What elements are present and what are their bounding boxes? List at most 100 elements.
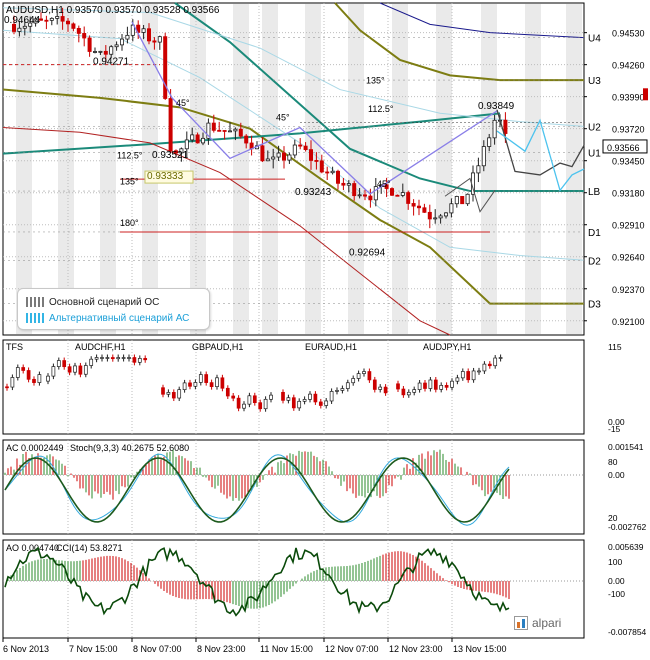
session-band-5: [233, 4, 249, 334]
legend-item-main: Основной сценарий ОС: [26, 295, 159, 309]
angle-label-6: 180°: [120, 218, 139, 228]
scenario-main-prefix: [444, 177, 496, 213]
level-label-d2: D2: [588, 256, 601, 267]
aocci-axis-label-2: 0.00: [608, 576, 625, 586]
current-price-label: 0.93566: [607, 143, 640, 153]
corr-body-3-2: [291, 397, 296, 409]
session-band-7: [305, 4, 321, 334]
price-axis-label-9: 0.92100: [612, 317, 645, 327]
corr-label-0: TFS: [6, 342, 23, 352]
candle-body-76: [422, 207, 427, 213]
candle-body-59: [330, 170, 335, 174]
candle-body-28: [163, 36, 168, 99]
aocci-axis-label-3: -100: [608, 589, 625, 599]
aocci-axis-label-0: 0.005639: [608, 542, 644, 552]
corr-body-1-6: [78, 365, 83, 375]
corr-body-3-4: [302, 399, 307, 402]
candle-body-60: [335, 170, 340, 184]
corr-body-4-12: [460, 371, 465, 379]
candle-body-35: [200, 137, 205, 144]
candle-body-52: [292, 144, 297, 156]
corr-body-1-3: [62, 360, 67, 368]
scenario-legend: Основной сценарий ОС Альтернативный сцен…: [17, 288, 210, 330]
acstoch-axis-label-2: 0.00: [608, 470, 625, 480]
candle-body-10: [66, 20, 71, 25]
candle-body-11: [71, 23, 76, 29]
level-label-u3: U3: [588, 76, 601, 87]
text-layer: AUDUSD,H1 0.93570 0.93570 0.93528 0.9356…: [2, 5, 648, 654]
pattern-path: [131, 21, 498, 195]
acstoch-axis-label-0: 0.001541: [608, 442, 644, 452]
corr-body-4-8: [439, 385, 444, 390]
corr-body-2-19: [263, 398, 268, 410]
corr-body-3-13: [351, 378, 356, 384]
corr-body-1-18: [143, 358, 148, 361]
candle-body-34: [195, 134, 200, 144]
session-band-0: [16, 4, 32, 334]
corr-body-2-14: [236, 397, 241, 409]
candle-body-79: [438, 215, 443, 219]
corr-body-3-7: [318, 401, 323, 406]
corr-body-3-15: [362, 371, 366, 374]
corr-axis-label-2: -15: [608, 424, 621, 434]
corr-axis-label-1: 0.00: [608, 417, 625, 427]
candle-body-64: [357, 194, 362, 197]
price-axis-label-8: 0.92370: [612, 285, 645, 295]
price-annotation-0: 0.94644: [4, 15, 41, 26]
candle-body-1: [17, 27, 22, 32]
acstoch-axis-label-1: 80: [608, 457, 618, 467]
candle-body-0: [11, 23, 16, 32]
price-axis-label-4: 0.93450: [612, 157, 645, 167]
legend-swatch-alt: [26, 313, 44, 323]
price-annotation-4: 0.93333: [147, 171, 184, 182]
corr-body-3-19: [383, 386, 388, 394]
corr-body-2-15: [242, 403, 246, 409]
corr-body-4-0: [396, 383, 400, 390]
candle-body-74: [411, 203, 416, 207]
candle-body-67: [373, 186, 378, 201]
legend-swatch-main: [26, 297, 44, 307]
price-annotation-3: 0.93521: [152, 150, 189, 161]
candle-body-72: [400, 192, 405, 196]
candle-body-31: [179, 148, 184, 154]
level-label-lb: LB: [588, 187, 601, 198]
corr-body-0-5: [32, 378, 36, 383]
price-annotation-1: 0.94271: [93, 57, 130, 68]
corr-body-0-1: [10, 377, 15, 388]
corr-body-4-11: [455, 377, 460, 382]
corr-body-1-14: [121, 357, 126, 359]
corr-body-1-12: [110, 357, 115, 360]
ma-navy-line: [379, 2, 585, 39]
legend-label-alt: Альтернативный сценарий АС: [49, 312, 190, 324]
scenario-alt-line: [496, 118, 585, 192]
corr-body-2-0: [161, 387, 165, 395]
candle-body-81: [449, 203, 454, 214]
session-band-8: [348, 4, 364, 334]
corr-body-0-4: [26, 370, 31, 380]
corr-body-3-11: [340, 388, 345, 391]
session-band-2: [100, 4, 116, 334]
candle-body-73: [406, 192, 411, 204]
price-axis-label-0: 0.94530: [612, 29, 645, 39]
corr-body-3-0: [281, 391, 285, 401]
corr-body-4-6: [428, 379, 433, 389]
panel-frame-1: [2, 339, 585, 435]
candle-body-56: [314, 160, 319, 162]
current-price-box: [602, 139, 648, 154]
candle-body-33: [190, 134, 195, 141]
corr-body-1-11: [105, 357, 110, 359]
candle-body-43: [244, 135, 249, 144]
candle-body-27: [157, 36, 162, 43]
chart-title: AUDUSD,H1 0.93570 0.93570 0.93528 0.9356…: [6, 5, 220, 16]
corr-body-4-9: [444, 385, 449, 388]
candle-body-82: [454, 196, 459, 205]
candle-body-20: [120, 38, 125, 46]
price-axis-label-6: 0.92910: [612, 221, 645, 231]
price-axis-label-2: 0.93990: [612, 93, 645, 103]
corr-body-3-12: [345, 382, 350, 389]
corr-body-3-14: [356, 373, 361, 379]
candle-body-58: [325, 171, 330, 174]
corr-body-3-16: [367, 371, 372, 381]
corr-body-2-5: [188, 382, 192, 387]
